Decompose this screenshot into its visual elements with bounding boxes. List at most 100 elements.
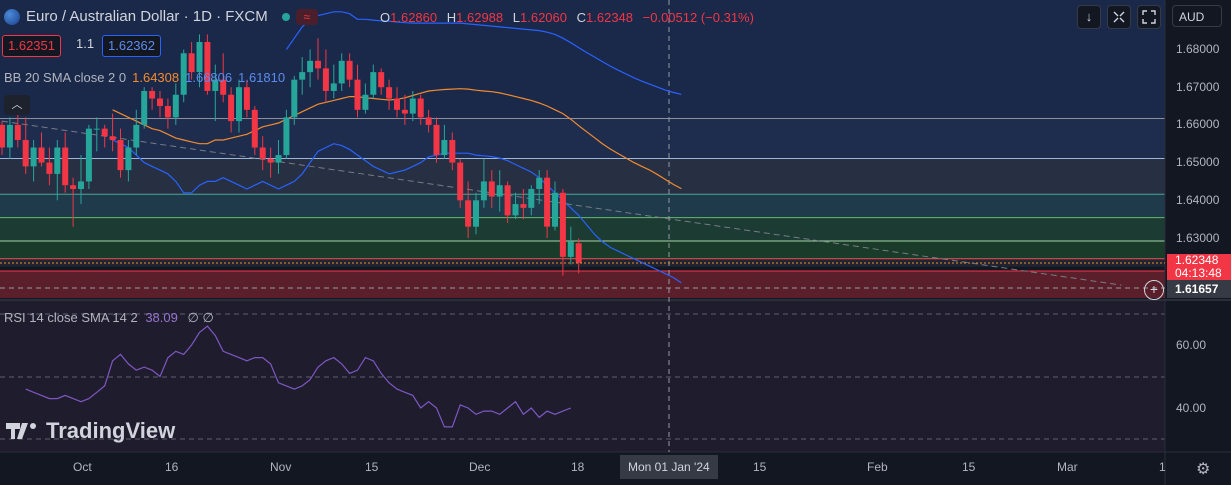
open-label: O [380, 10, 391, 25]
price-label: 1.68000 [1176, 42, 1220, 56]
buy-button[interactable]: 1.62362 [102, 35, 161, 57]
candle-body [346, 60, 353, 80]
time-label: Feb [867, 460, 888, 474]
scroll-down-button[interactable]: ↓ [1077, 5, 1101, 29]
candle-body [54, 147, 61, 174]
time-label: Oct [73, 460, 92, 474]
candle-body [109, 136, 116, 140]
price-label: 1.65000 [1176, 155, 1220, 169]
high-value: 1.62988 [456, 10, 504, 25]
candle-body [38, 147, 45, 163]
candle-body [307, 60, 314, 73]
candle-body [70, 185, 77, 189]
candle-body [441, 139, 448, 156]
candle-body [228, 94, 235, 122]
last-price-value: 1.62348 [1175, 253, 1219, 267]
bb-legend[interactable]: BB 20 SMA close 2 0 1.64308 1.66806 1.61810 [4, 70, 285, 85]
rsi-label: RSI 14 close SMA 14 2 [4, 310, 138, 325]
arrow-down-icon: ↓ [1085, 9, 1093, 24]
rsi-extra-value: ∅ [202, 310, 214, 325]
last-price-tag: 1.62348 04:13:48 [1167, 254, 1231, 280]
zone-band [0, 217, 1165, 242]
bb-upper-value: 1.66806 [185, 70, 233, 85]
bb-lower-line [112, 139, 682, 284]
symbol-legend[interactable]: Euro / Australian Dollar · 1D · FXCM ≈ [4, 8, 318, 25]
price-label: 1.66000 [1176, 117, 1220, 131]
zone-band [0, 118, 1165, 159]
candle-body [243, 87, 250, 110]
candle-body [559, 192, 566, 257]
spread-value: 1.1 [76, 36, 95, 51]
candle-body [101, 128, 108, 137]
zone-band [0, 258, 1165, 267]
tradingview-logo[interactable]: TradingView [6, 418, 175, 444]
time-label: 15 [962, 460, 976, 474]
currency-select[interactable]: AUD [1172, 5, 1222, 27]
candle-body [528, 188, 535, 208]
candle-body [488, 181, 495, 197]
change-value: −0.00512 (−0.31%) [642, 10, 754, 25]
expand-button[interactable] [1107, 5, 1131, 29]
candle-body [149, 90, 156, 99]
candle-body [552, 192, 558, 227]
crosshair-date-label: Mon 01 Jan '24 [620, 455, 718, 479]
tradingview-logo-icon [6, 423, 36, 439]
sell-button[interactable]: 1.62351 [2, 35, 61, 57]
candle-body [394, 98, 400, 110]
candle-body [204, 41, 211, 91]
collapse-legend-button[interactable]: ︿ [4, 95, 30, 115]
price-label: 1.67000 [1176, 80, 1220, 94]
time-label: 1 [1159, 460, 1166, 474]
symbol-title[interactable]: Euro / Australian Dollar · 1D · FXCM [26, 8, 268, 25]
candle-body [354, 79, 361, 110]
candle-body [141, 90, 148, 125]
candle-body [386, 87, 393, 99]
candle-body [512, 204, 519, 216]
candle-body [378, 72, 385, 88]
expand-icon [1113, 11, 1125, 23]
candle-body [125, 147, 132, 171]
settings-gear-icon[interactable]: ⚙ [1196, 461, 1211, 478]
candle-body [433, 124, 440, 156]
candle-body [212, 79, 219, 91]
high-label: H [446, 10, 457, 25]
zone-band [0, 194, 1165, 218]
low-value: 1.62060 [520, 10, 567, 25]
candle-body [133, 124, 140, 148]
fullscreen-button[interactable] [1137, 5, 1161, 29]
add-alert-button[interactable]: + [1144, 280, 1164, 300]
candle-body [283, 117, 290, 156]
bb-label: BB 20 SMA close 2 0 [4, 70, 127, 85]
candle-body [275, 155, 282, 163]
candle-body [409, 98, 416, 114]
zone-band [0, 241, 1165, 259]
candle-body [236, 87, 242, 122]
candle-body [330, 83, 337, 91]
rsi-background [0, 300, 1165, 452]
close-label: C [576, 10, 587, 25]
candle-body [291, 79, 298, 118]
rsi-legend[interactable]: RSI 14 close SMA 14 2 38.09 ∅ ∅ [4, 310, 214, 326]
candle-body [362, 94, 369, 110]
rsi-sma-value: ∅ [187, 310, 199, 325]
candle-body [338, 60, 345, 84]
candle-body [46, 162, 53, 174]
time-label: 15 [753, 460, 767, 474]
fullscreen-icon [1142, 10, 1156, 24]
candle-body [465, 200, 472, 227]
wave-icon[interactable]: ≈ [295, 8, 318, 25]
zone-layer [0, 0, 1165, 452]
price-label: 1.64000 [1176, 193, 1220, 207]
candle-body [117, 139, 124, 171]
candle-body [449, 139, 456, 163]
candle-body [299, 72, 306, 80]
market-open-icon [281, 12, 290, 21]
candle-body [473, 200, 479, 227]
ohlc-values: O1.62860 H1.62988 L1.62060 C1.62348 −0.0… [380, 10, 760, 25]
time-label: Nov [270, 460, 292, 474]
close-value: 1.62348 [586, 10, 634, 25]
candle-body [172, 94, 179, 118]
candle-body [164, 106, 171, 118]
candle-body [567, 241, 574, 257]
